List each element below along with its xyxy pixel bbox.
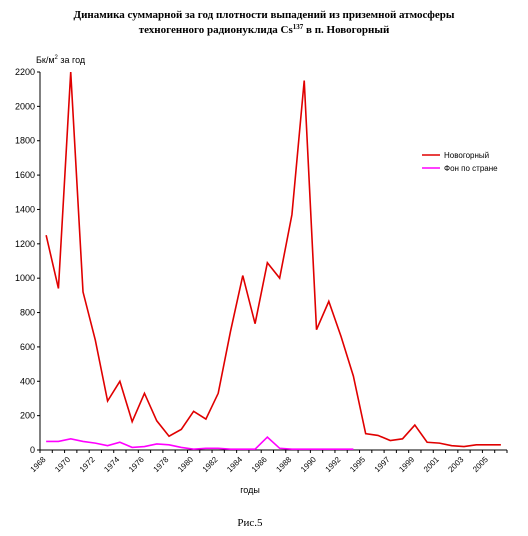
x-axis-label: годы (240, 485, 260, 495)
title-text: техногенного радионуклида Cs (139, 24, 294, 36)
legend-label: Новогорный (444, 151, 489, 160)
title-superscript: 137 (293, 23, 304, 31)
y-tick-label: 2200 (15, 67, 35, 77)
y-tick-label: 1400 (15, 204, 35, 214)
chart-title: Динамика суммарной за год плотности выпа… (74, 9, 455, 21)
series-line (46, 436, 354, 450)
title-text: в п. Новогорный (303, 24, 390, 36)
series-line (45, 71, 501, 448)
y-label-text: Бк/м (36, 55, 55, 65)
y-tick-label: 2000 (15, 101, 35, 111)
y-axis-label: Бк/м2 за год (36, 55, 86, 65)
chart-title: техногенного радионуклида Cs137 в п. Нов… (139, 23, 390, 36)
y-tick-label: 0 (30, 445, 35, 455)
y-tick-label: 800 (20, 308, 35, 318)
y-label-superscript: 2 (55, 55, 59, 61)
y-tick-label: 1200 (15, 239, 35, 249)
caption: Рис.5 (237, 517, 263, 529)
y-tick-label: 1600 (15, 170, 35, 180)
y-tick-label: 1000 (15, 273, 35, 283)
legend-label: Фон по стране (444, 164, 498, 173)
y-label-text: за год (58, 55, 86, 65)
y-tick-label: 600 (20, 342, 35, 352)
y-tick-label: 400 (20, 376, 35, 386)
y-tick-label: 1800 (15, 136, 35, 146)
y-tick-label: 200 (20, 411, 35, 421)
